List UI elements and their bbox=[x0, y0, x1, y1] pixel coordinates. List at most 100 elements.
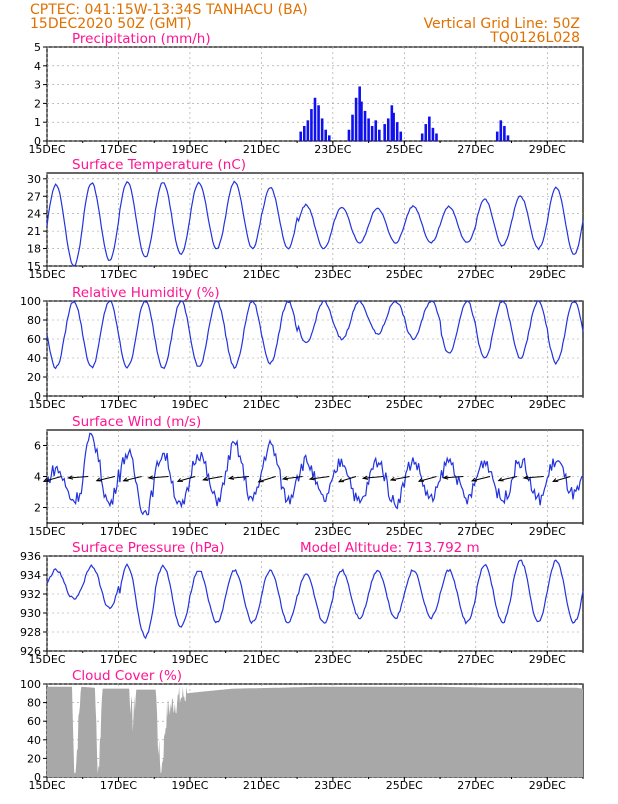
x-tick-label: 25DEC bbox=[386, 525, 423, 538]
wind-arrow-head bbox=[497, 477, 504, 482]
panel-title: Surface Pressure (hPa) bbox=[72, 540, 225, 556]
y-tick-label: 15 bbox=[27, 260, 41, 273]
precip-bar bbox=[374, 120, 378, 141]
precip-bar bbox=[351, 114, 354, 141]
precip-bar bbox=[299, 131, 303, 141]
x-tick-label: 29DEC bbox=[529, 653, 566, 666]
y-tick-label: 20 bbox=[27, 371, 41, 384]
precip-bar bbox=[392, 112, 395, 141]
x-tick-label: 25DEC bbox=[386, 268, 423, 281]
wind-arrow bbox=[443, 476, 464, 479]
y-tick-label: 30 bbox=[27, 173, 41, 186]
wind-arrow-head bbox=[147, 475, 154, 480]
x-tick-label: 29DEC bbox=[529, 268, 566, 281]
y-tick-label: 60 bbox=[27, 333, 41, 346]
wind-arrow-head bbox=[257, 478, 264, 483]
precip-bar bbox=[378, 129, 381, 141]
x-tick-label: 15DEC bbox=[28, 268, 65, 281]
y-tick-label: 0 bbox=[34, 771, 41, 784]
precip-bar bbox=[390, 105, 394, 141]
x-tick-label: 25DEC bbox=[386, 653, 423, 666]
wind-arrow-head bbox=[227, 475, 235, 480]
y-tick-label: 928 bbox=[20, 626, 41, 639]
precip-bar bbox=[506, 135, 510, 141]
y-tick-label: 40 bbox=[27, 352, 41, 365]
precip-bar bbox=[327, 135, 331, 141]
x-tick-label: 19DEC bbox=[171, 653, 208, 666]
wind-arrow bbox=[553, 476, 571, 482]
precip-bar bbox=[420, 133, 424, 141]
wind-arrow bbox=[177, 476, 196, 482]
y-tick-label: 4 bbox=[34, 471, 41, 484]
x-tick-label: 17DEC bbox=[100, 779, 137, 792]
wind-arrow-head bbox=[552, 478, 559, 483]
wind-arrow bbox=[229, 476, 249, 479]
y-tick-label: 3 bbox=[34, 79, 41, 92]
wind-arrow bbox=[309, 476, 330, 480]
x-tick-label: 23DEC bbox=[314, 779, 351, 792]
y-tick-label: 20 bbox=[27, 752, 41, 765]
panel-frame bbox=[46, 172, 584, 267]
x-tick-label: 19DEC bbox=[171, 525, 208, 538]
y-tick-label: 930 bbox=[20, 607, 41, 620]
x-tick-label: 17DEC bbox=[100, 525, 137, 538]
y-tick-label: 80 bbox=[27, 314, 41, 327]
wind-arrow bbox=[258, 476, 276, 483]
x-tick-label: 15DEC bbox=[28, 398, 65, 411]
y-tick-label: 934 bbox=[20, 569, 41, 582]
wind-arrow-head bbox=[202, 476, 209, 481]
header-grid-note: Vertical Grid Line: 50Z bbox=[424, 16, 580, 32]
wind-arrow bbox=[96, 476, 116, 482]
wind-arrow-head bbox=[417, 478, 424, 482]
y-tick-label: 100 bbox=[20, 678, 41, 691]
wind-arrow-head bbox=[122, 477, 129, 482]
x-tick-label: 27DEC bbox=[457, 653, 494, 666]
panel-frame bbox=[46, 555, 584, 652]
x-tick-label: 21DEC bbox=[243, 268, 280, 281]
wind-arrow-head bbox=[95, 477, 102, 482]
x-tick-label: 15DEC bbox=[28, 779, 65, 792]
header-line-2: 15DEC2020 50Z (GMT) bbox=[30, 16, 192, 32]
wind-arrow bbox=[363, 476, 383, 479]
precip-bar bbox=[503, 125, 506, 141]
y-tick-label: 27 bbox=[27, 190, 41, 203]
precip-bar bbox=[370, 125, 374, 141]
x-tick-label: 25DEC bbox=[386, 398, 423, 411]
wind-arrow bbox=[123, 476, 142, 482]
header-run-id: TQ0126L028 bbox=[489, 30, 580, 46]
x-tick-label: 23DEC bbox=[314, 143, 351, 156]
precip-bar bbox=[383, 124, 386, 141]
wind-arrow-head bbox=[308, 476, 315, 481]
wind-arrow bbox=[148, 476, 169, 479]
wind-arrow bbox=[43, 476, 62, 482]
y-tick-label: 0 bbox=[34, 390, 41, 403]
precip-bar bbox=[424, 124, 428, 141]
x-tick-label: 27DEC bbox=[457, 779, 494, 792]
panel-title: Precipitation (mm/h) bbox=[72, 31, 211, 47]
precip-bar bbox=[499, 120, 503, 141]
y-tick-label: 60 bbox=[27, 715, 41, 728]
series-line bbox=[46, 559, 584, 640]
wind-arrow bbox=[203, 476, 223, 481]
x-tick-label: 27DEC bbox=[457, 268, 494, 281]
y-tick-label: 0 bbox=[34, 135, 41, 148]
panel-4: Surface Pressure (hPa) Model Altitude: 71… bbox=[20, 540, 584, 666]
x-tick-label: 17DEC bbox=[100, 398, 137, 411]
wind-arrow-head bbox=[281, 476, 289, 481]
x-tick-label: 15DEC bbox=[28, 653, 65, 666]
precip-bar bbox=[435, 133, 438, 141]
panel-title: Surface Temperature (nC) bbox=[72, 157, 246, 173]
x-tick-label: 19DEC bbox=[171, 779, 208, 792]
panel-2: Relative Humidity (%) 0 20 40 60 80 100 15DEC 17… bbox=[20, 285, 584, 411]
y-tick-label: 6 bbox=[34, 440, 41, 453]
wind-arrow-head bbox=[442, 475, 449, 480]
x-tick-label: 23DEC bbox=[314, 268, 351, 281]
wind-arrow-head bbox=[389, 477, 396, 481]
series-line bbox=[46, 180, 584, 267]
precip-bar bbox=[395, 122, 399, 141]
wind-arrow bbox=[418, 476, 437, 482]
x-tick-label: 21DEC bbox=[243, 398, 280, 411]
precip-bar bbox=[324, 129, 328, 141]
y-tick-label: 21 bbox=[27, 225, 41, 238]
